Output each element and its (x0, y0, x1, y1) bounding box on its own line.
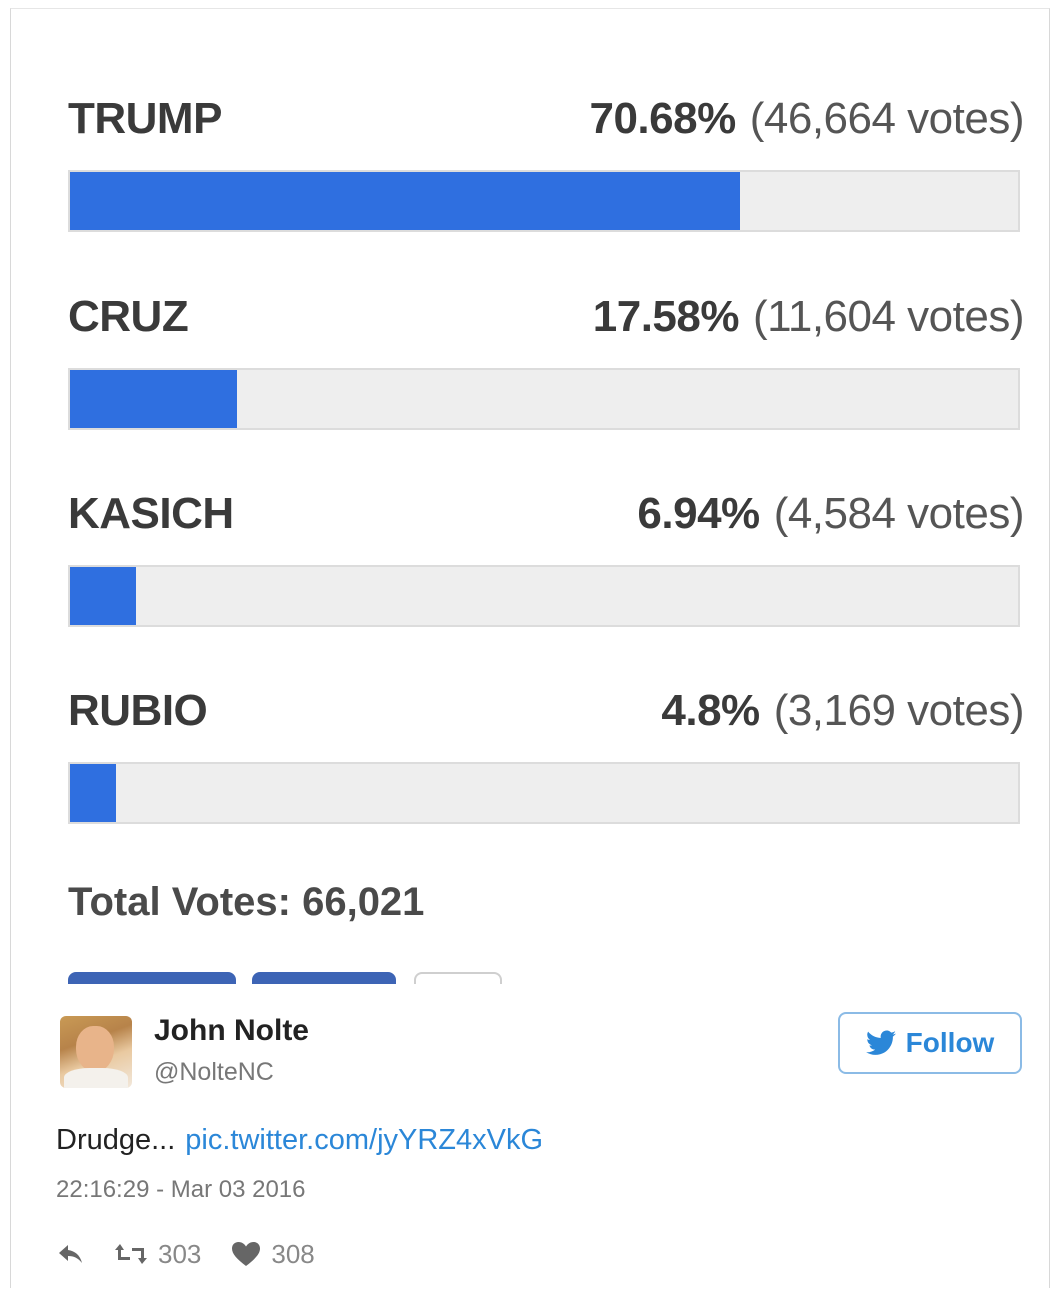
result-bar-track (68, 368, 1020, 430)
author-name[interactable]: John Nolte (154, 1014, 309, 1047)
like-count: 308 (271, 1238, 315, 1269)
candidate-percent: 70.68% (589, 94, 736, 143)
avatar[interactable] (60, 1016, 132, 1088)
candidate-cruz: CRUZ 17.58% (11,604 votes) (68, 292, 1025, 430)
candidate-votes: (46,664 votes) (749, 94, 1025, 143)
author-handle[interactable]: @NolteNC (154, 1058, 274, 1086)
tweet-actions: 303 308 (56, 1236, 345, 1272)
candidate-percent: 4.8% (661, 686, 760, 735)
retweet-icon (115, 1244, 147, 1264)
avatar-shirt (64, 1068, 128, 1088)
result-bar-track (68, 565, 1020, 627)
candidate-votes: (3,169 votes) (773, 686, 1025, 735)
result-bar-fill (70, 172, 741, 230)
result-bar-track (68, 170, 1020, 232)
retweet-button[interactable]: 303 (114, 1239, 201, 1270)
reply-icon (59, 1245, 82, 1263)
candidate-votes: (4,584 votes) (773, 489, 1025, 538)
heart-icon (232, 1242, 261, 1266)
share-button-stub[interactable] (414, 972, 502, 984)
candidate-name: RUBIO (68, 686, 208, 735)
like-button[interactable]: 308 (231, 1238, 315, 1270)
tweet-link[interactable]: pic.twitter.com/jyYRZ4xVkG (185, 1124, 544, 1156)
tweet-body: Drudge... (56, 1124, 176, 1156)
screenshot-frame (10, 8, 1050, 1288)
twitter-bird-icon (865, 1030, 896, 1055)
result-bar-fill (70, 764, 116, 822)
candidate-rubio: RUBIO 4.8% (3,169 votes) (68, 686, 1025, 824)
candidate-name: CRUZ (68, 292, 189, 341)
result-bar-track (68, 762, 1020, 824)
avatar-face (76, 1026, 114, 1072)
candidate-name: TRUMP (68, 94, 222, 143)
candidate-stats: 70.68% (46,664 votes) (589, 94, 1024, 144)
tweet-timestamp[interactable]: 22:16:29 - Mar 03 2016 (56, 1176, 306, 1203)
candidate-votes: (11,604 votes) (752, 292, 1025, 341)
poll-results: TRUMP 70.68% (46,664 votes) CRUZ 17.58% (1… (20, 8, 1044, 988)
candidate-percent: 6.94% (637, 489, 760, 538)
candidate-stats: 17.58% (11,604 votes) (592, 292, 1025, 342)
share-button-stub[interactable] (252, 972, 396, 984)
result-bar-fill (70, 370, 237, 428)
total-votes: Total Votes: 66,021 (68, 880, 425, 924)
candidate-stats: 4.8% (3,169 votes) (661, 686, 1024, 736)
candidate-name: KASICH (68, 489, 234, 538)
candidate-percent: 17.58% (592, 292, 740, 341)
follow-button[interactable]: Follow (838, 1012, 1022, 1074)
candidate-kasich: KASICH 6.94% (4,584 votes) (68, 489, 1025, 627)
reply-button[interactable] (56, 1243, 84, 1265)
follow-label: Follow (905, 1027, 995, 1058)
tweet-text: Drudge... pic.twitter.com/jyYRZ4xVkG (56, 1124, 543, 1157)
retweet-count: 303 (158, 1238, 202, 1269)
candidate-stats: 6.94% (4,584 votes) (637, 489, 1024, 539)
share-button-stub[interactable] (68, 972, 236, 984)
result-bar-fill (70, 567, 136, 625)
candidate-trump: TRUMP 70.68% (46,664 votes) (68, 94, 1025, 232)
embedded-tweet: John Nolte @NolteNC Follow Drudge... pic.… (10, 986, 1050, 1286)
